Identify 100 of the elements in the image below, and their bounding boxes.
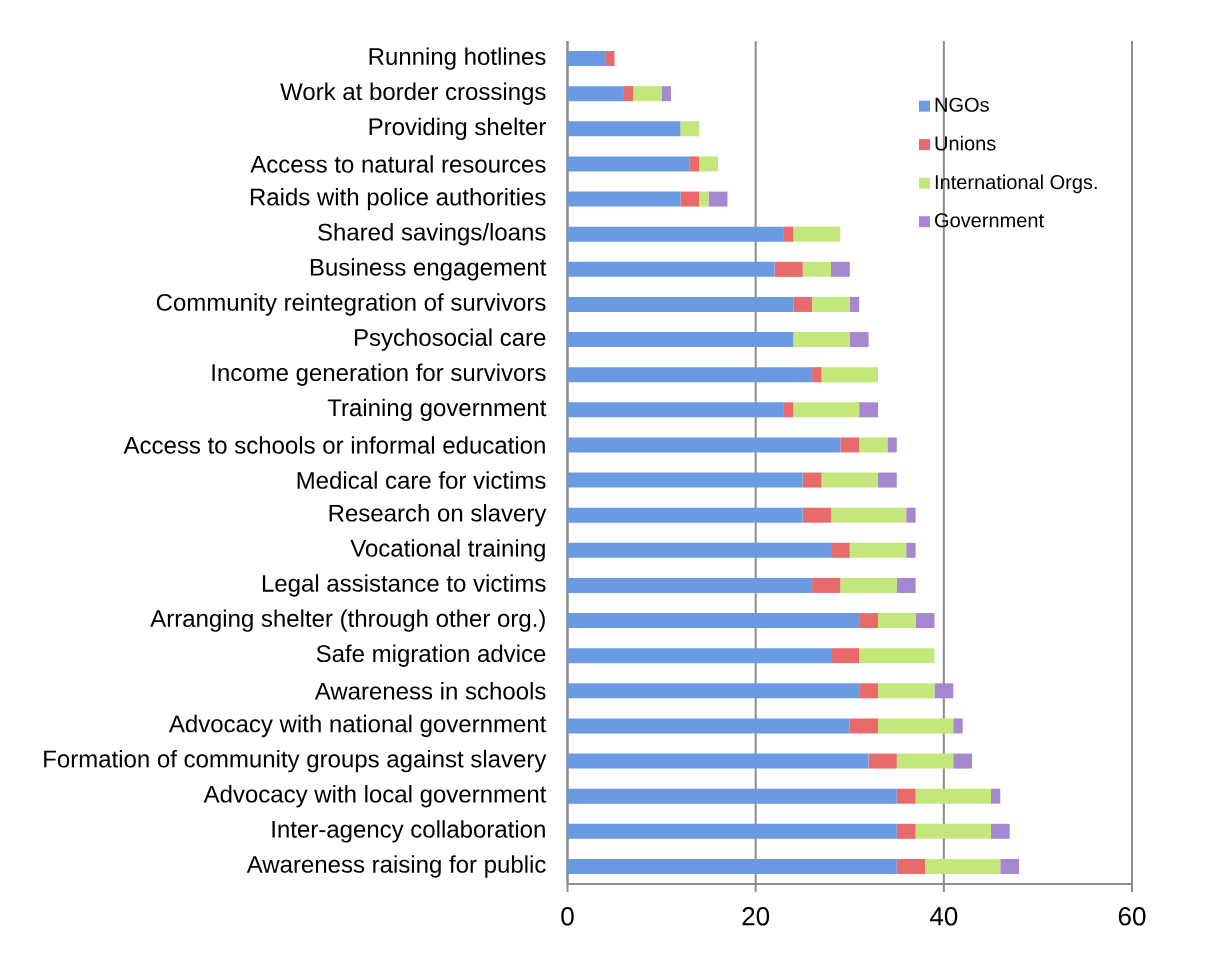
x-tick-label: 40: [929, 907, 958, 926]
y-tick-label: Vocational training: [350, 539, 545, 562]
y-tick-label: Awareness in schools: [314, 682, 546, 700]
bar: [633, 86, 662, 102]
bar: [567, 261, 775, 277]
y-tick-label: Psychosocial care: [354, 328, 546, 351]
bar: [859, 613, 878, 629]
y-tick-label: Raids with police authorities: [250, 187, 546, 211]
bar: [567, 542, 831, 558]
bar: [699, 156, 719, 172]
bar: [567, 86, 624, 102]
bar: [812, 577, 841, 593]
y-tick-label: Shared savings/loans: [318, 223, 546, 246]
bar: [812, 296, 850, 312]
bar: [567, 718, 850, 734]
bar: [934, 683, 954, 699]
y-tick-label: Business engagement: [310, 258, 547, 281]
bar: [708, 191, 728, 207]
bar: [793, 296, 813, 312]
legend-label: Unions: [935, 135, 996, 151]
bar: [896, 823, 916, 839]
bar: [830, 507, 907, 523]
y-tick-label: Access to natural resources: [250, 155, 546, 173]
bar: [906, 507, 916, 523]
bar: [896, 753, 954, 769]
bar: [859, 437, 888, 453]
y-tick-label: Work at border crossings: [280, 82, 546, 105]
bar: [802, 507, 831, 523]
bar: [567, 753, 869, 769]
bar: [567, 472, 803, 488]
bar: [699, 191, 709, 207]
y-tick-label: Formation of community groups against slavery: [44, 749, 547, 773]
bar: [793, 402, 860, 418]
bar: [915, 823, 991, 839]
bar: [567, 613, 860, 629]
bar: [915, 788, 991, 804]
bar: [783, 226, 794, 242]
bar: [915, 613, 935, 629]
y-tick-label: Inter-agency collaboration: [272, 820, 545, 843]
bar: [567, 156, 690, 172]
bar: [774, 261, 803, 277]
bar: [802, 472, 822, 488]
bar: [567, 788, 897, 804]
bar: [567, 823, 897, 839]
bar: [868, 753, 897, 769]
y-tick-label: Legal assistance to victims: [262, 574, 546, 597]
bar: [849, 718, 878, 734]
bar: [896, 858, 926, 874]
bar: [567, 683, 860, 699]
bar: [689, 156, 700, 172]
bar: [567, 51, 606, 67]
bar: [567, 507, 803, 523]
bar: [849, 332, 869, 348]
bar: [849, 296, 860, 312]
bar: [793, 332, 850, 348]
bar: [859, 648, 935, 664]
y-tick-label: Arranging shelter (through other org.): [150, 609, 545, 632]
y-tick-label: Safe migration advice: [316, 644, 546, 667]
bar: [877, 613, 916, 629]
bar: [849, 542, 907, 558]
bar: [567, 332, 794, 348]
bar: [567, 296, 794, 312]
y-tick-label: Medical care for victims: [297, 471, 546, 489]
bar: [567, 226, 784, 242]
bar: [877, 718, 954, 734]
bar: [567, 648, 831, 664]
bar: [812, 367, 822, 383]
bar: [680, 121, 700, 137]
x-tick-label: 60: [1118, 907, 1146, 926]
bar: [802, 261, 831, 277]
x-tick-label: 0: [561, 907, 574, 926]
bar: [1000, 858, 1020, 874]
y-tick-label: Training government: [327, 398, 547, 422]
y-tick-label: Running hotlines: [369, 47, 546, 70]
bar: [840, 577, 897, 593]
bar: [830, 261, 850, 277]
bar: [906, 542, 916, 558]
y-tick-label: Providing shelter: [369, 117, 546, 141]
bar: [953, 718, 963, 734]
bar: [567, 858, 897, 874]
y-tick-label: Research on slavery: [329, 504, 547, 527]
bar: [859, 402, 878, 418]
bar: [896, 788, 916, 804]
y-tick-label: Community reintegration of survivors: [156, 293, 546, 316]
bar: [783, 402, 794, 418]
bar: [567, 191, 681, 207]
legend-label: Government: [935, 213, 1044, 228]
bar: [830, 542, 850, 558]
bar: [859, 683, 878, 699]
y-tick-label: Access to schools or informal education: [123, 436, 545, 454]
bar: [990, 788, 1001, 804]
bar: [567, 121, 681, 137]
bar: [877, 472, 897, 488]
bar: [567, 367, 813, 383]
legend-label: NGOs: [935, 97, 989, 112]
bar: [830, 648, 860, 664]
y-tick-label: Advocacy with local government: [203, 785, 547, 808]
bar: [953, 753, 973, 769]
bar: [661, 86, 671, 102]
bar: [896, 577, 916, 593]
